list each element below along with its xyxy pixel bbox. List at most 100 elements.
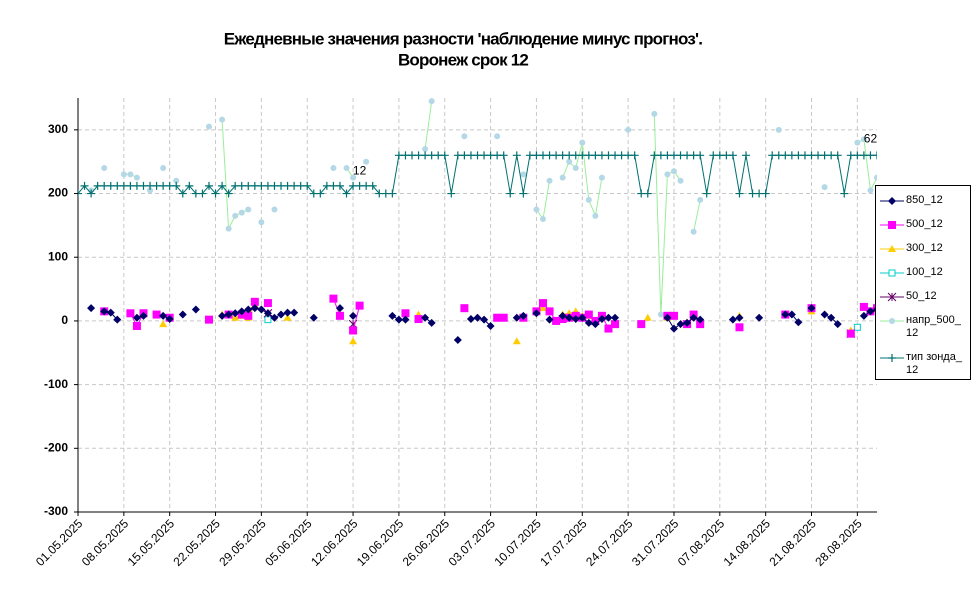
point	[250, 297, 259, 306]
point	[565, 313, 574, 322]
point	[231, 309, 240, 318]
point	[87, 304, 96, 313]
point	[889, 318, 895, 324]
point	[820, 310, 829, 319]
point	[178, 189, 187, 198]
point	[598, 174, 605, 181]
point	[258, 219, 265, 226]
point	[101, 165, 108, 172]
legend-item: напр_500_12	[878, 314, 970, 340]
point	[219, 116, 226, 123]
legend-swatch	[880, 197, 904, 205]
point	[139, 311, 148, 320]
point	[591, 320, 600, 329]
point	[245, 206, 252, 213]
point	[572, 165, 579, 172]
point	[440, 151, 449, 160]
point	[597, 315, 606, 324]
point	[859, 302, 868, 311]
point	[664, 171, 671, 178]
point	[578, 313, 587, 322]
point	[80, 181, 89, 190]
point	[263, 299, 272, 308]
point	[78, 189, 82, 198]
point	[689, 313, 698, 322]
point	[840, 189, 849, 198]
point	[349, 326, 358, 335]
legend-label: 300_12	[906, 242, 943, 254]
point	[833, 151, 842, 160]
point	[232, 212, 239, 219]
point	[696, 151, 705, 160]
point	[480, 315, 489, 324]
legend-label: тип зонда_12	[906, 351, 962, 376]
x-tick-label: 24.07.2025	[583, 516, 636, 569]
point	[218, 181, 227, 190]
point	[349, 337, 358, 345]
point	[827, 313, 836, 322]
legend-label: 100_12	[906, 266, 943, 278]
point	[669, 324, 678, 333]
point	[147, 187, 154, 194]
legend-label: 500_12	[906, 218, 943, 230]
point	[160, 165, 167, 172]
point	[625, 126, 632, 133]
point	[191, 305, 200, 314]
point	[277, 310, 286, 319]
point	[860, 136, 867, 143]
point	[271, 206, 278, 213]
y-tick-label: -300	[44, 504, 68, 518]
point	[787, 310, 796, 319]
annotation: 62	[864, 132, 878, 146]
point	[466, 315, 475, 324]
point	[538, 299, 547, 308]
point	[611, 320, 620, 329]
point	[132, 322, 141, 331]
point	[198, 189, 207, 198]
point	[735, 323, 744, 332]
point	[794, 318, 803, 327]
legend-label: напр_500_12	[906, 314, 961, 339]
y-tick-label: 300	[48, 122, 68, 136]
point	[657, 311, 664, 318]
point	[185, 181, 194, 190]
point	[683, 318, 692, 327]
point	[100, 307, 109, 316]
point	[821, 184, 828, 191]
point	[335, 311, 344, 320]
point	[533, 206, 540, 213]
x-tick-label: 01.05.2025	[33, 516, 86, 569]
point	[237, 307, 246, 316]
point	[539, 216, 546, 223]
point	[571, 315, 580, 324]
legend-item: 50_12	[878, 290, 970, 303]
point	[159, 311, 168, 320]
legend-swatch	[880, 221, 904, 229]
x-tick-label: 29.05.2025	[216, 516, 269, 569]
point	[761, 189, 770, 198]
y-tick-label: -200	[44, 440, 68, 454]
point	[775, 126, 782, 133]
point	[283, 313, 292, 321]
x-tick-label: 19.06.2025	[354, 516, 407, 569]
point	[558, 311, 567, 320]
point	[888, 245, 896, 252]
point	[205, 123, 212, 130]
point	[735, 189, 744, 198]
point	[755, 313, 764, 322]
point	[263, 309, 272, 318]
point	[584, 318, 593, 327]
point	[874, 174, 877, 181]
point	[133, 174, 140, 181]
legend-swatch	[880, 245, 904, 252]
legend-label: 850_12	[906, 194, 943, 206]
point	[87, 189, 96, 198]
point	[126, 309, 135, 318]
legend-item: 500_12	[878, 218, 970, 231]
point	[401, 309, 410, 318]
point	[604, 324, 613, 333]
legend-swatch	[880, 269, 904, 277]
legend-label: 50_12	[906, 290, 937, 302]
point	[401, 315, 410, 324]
point	[697, 196, 704, 203]
